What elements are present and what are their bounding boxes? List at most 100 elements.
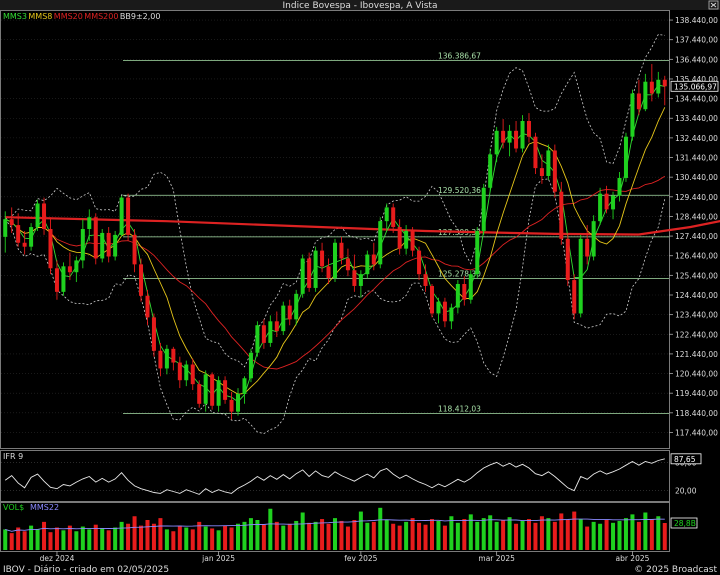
volume-bar (611, 522, 616, 550)
candle-body (442, 301, 447, 322)
y-tick-label: 126.440,00 (675, 252, 718, 261)
volume-bar (429, 519, 434, 550)
candle-body (93, 217, 98, 259)
candle-body (126, 197, 131, 235)
candle-body (358, 274, 363, 286)
y-tick-label: 130.440,00 (675, 173, 718, 182)
y-tick-label: 117.440,00 (675, 428, 718, 437)
volume-bar (410, 518, 415, 550)
x-tick-label: dez 2024 (40, 554, 75, 563)
price-panel-frame (0, 10, 670, 449)
candle-body (572, 280, 577, 314)
volume-bar (507, 517, 512, 550)
candle-body (139, 264, 144, 296)
legend-item: MMS8 (28, 12, 52, 21)
candle-body (468, 274, 473, 300)
price-y-axis: 117.440,00 118.440,00 119.440,00 120.440,00… (669, 16, 719, 437)
rsi-last-label: 87,65 (674, 455, 696, 464)
level-label: 125.278,30 (438, 270, 481, 279)
candle-body (42, 203, 47, 230)
volume-ma-line (5, 518, 665, 532)
volume-bar (488, 515, 493, 550)
volume-bar (533, 522, 538, 550)
candle-body (617, 177, 622, 196)
volume-bar (35, 529, 40, 550)
candles (3, 64, 667, 420)
candle-body (539, 168, 544, 176)
volume-bar (268, 508, 273, 550)
candle-body (287, 305, 292, 320)
volume-bar (184, 527, 189, 550)
volume-bar (352, 520, 357, 550)
candle-body (526, 120, 531, 137)
candle-body (54, 268, 59, 292)
volume-bar (636, 521, 641, 550)
candle-body (630, 93, 635, 137)
candle-body (177, 362, 182, 381)
candle-body (223, 380, 228, 400)
volume-panel: 30,0B28,8B (3, 507, 698, 550)
x-tick-label: fev 2025 (344, 554, 377, 563)
volume-bar (229, 527, 234, 550)
volume-bar (656, 516, 661, 550)
volume-bar (139, 525, 144, 550)
x-tick-label: jan 2025 (201, 554, 235, 563)
candle-body (546, 150, 551, 176)
volume-bar (423, 524, 428, 550)
volume-bar (164, 529, 169, 550)
volume-bar (29, 525, 34, 550)
candle-body (423, 274, 428, 286)
y-tick-label: 122.440,00 (675, 330, 718, 339)
y-tick-label: 127.440,00 (675, 232, 718, 241)
last-price-box (670, 80, 719, 92)
candle-body (61, 266, 66, 292)
volume-bar (565, 520, 570, 550)
candle-body (236, 393, 241, 412)
candle-body (507, 130, 512, 143)
volume-bar (22, 531, 27, 550)
candle-body (339, 242, 344, 259)
candle-body (611, 195, 616, 210)
volume-last-label: 28,8B (674, 519, 696, 528)
volume-bar (332, 518, 338, 550)
rsi-title: IFR 9 (3, 452, 23, 461)
volume-bar (261, 524, 266, 550)
volume-bar (662, 523, 667, 550)
grid (1, 19, 669, 433)
volume-bar (501, 520, 506, 550)
candle-body (636, 93, 641, 110)
candle-body (48, 229, 53, 269)
y-tick-label: 129.440,00 (675, 193, 718, 202)
volume-bar (216, 530, 221, 550)
close-button[interactable] (708, 0, 719, 10)
volume-bar (442, 525, 447, 550)
candle-body (410, 230, 415, 251)
volume-bar (559, 513, 564, 550)
candle-body (106, 232, 111, 257)
candle-body (274, 321, 279, 332)
volume-bar (449, 516, 454, 550)
candle-body (158, 350, 163, 369)
candle-body (656, 79, 661, 94)
volume-bar (197, 521, 202, 550)
volume-bar (455, 522, 460, 550)
volume-bar (126, 523, 131, 550)
y-tick-label: 128.440,00 (675, 212, 718, 221)
candle-body (320, 250, 325, 267)
candle-body (210, 374, 215, 406)
rsi-tick-label: 20,00 (675, 487, 697, 496)
volume-bar (572, 511, 577, 550)
candle-body (436, 301, 441, 314)
candle-body (22, 242, 27, 247)
footer-right: © 2025 Broadcast (634, 565, 717, 575)
volume-bar (87, 529, 92, 550)
candle-body (80, 229, 85, 261)
candle-body (397, 227, 402, 249)
volume-bar (119, 521, 124, 550)
candle-body (404, 230, 409, 249)
y-tick-label: 138.440,00 (675, 16, 718, 25)
candle-body (197, 384, 202, 404)
volume-bar (294, 520, 299, 550)
candle-body (9, 219, 14, 226)
